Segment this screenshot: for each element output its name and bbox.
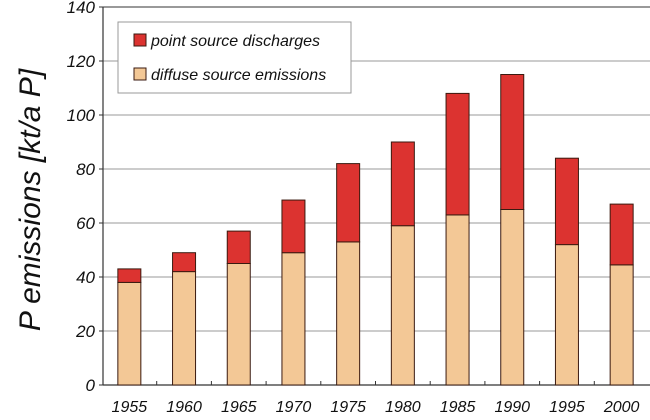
y-tick-label: 0 (86, 376, 96, 395)
x-tick-label: 1985 (440, 399, 476, 416)
bar-diffuse-1975 (336, 241, 361, 386)
bar-diffuse-2000 (609, 264, 634, 386)
x-tick-label: 1970 (276, 399, 312, 416)
bar-point-1970 (281, 199, 306, 254)
x-tick-label: 1965 (221, 399, 257, 416)
bar-point-1960 (172, 252, 197, 273)
bar-point-2000 (609, 203, 634, 266)
legend-label: diffuse source emissions (151, 67, 326, 84)
bar-diffuse-1995 (554, 244, 579, 386)
y-tick-label: 120 (67, 52, 96, 71)
bar-diffuse-1960 (172, 271, 197, 386)
x-tick-label: 1975 (330, 399, 366, 416)
bar-diffuse-1970 (281, 252, 306, 386)
y-tick-label: 40 (76, 268, 95, 287)
y-tick-label: 140 (67, 0, 96, 17)
x-tick-label: 1960 (166, 399, 202, 416)
y-tick-label: 100 (67, 106, 96, 125)
bar-point-1975 (336, 163, 361, 243)
bar-diffuse-1985 (445, 214, 470, 386)
y-tick-label: 80 (76, 160, 95, 179)
bar-point-1955 (117, 268, 142, 283)
legend-label: point source discharges (150, 33, 320, 50)
y-tick-label: 60 (76, 214, 95, 233)
bar-point-1985 (445, 92, 470, 216)
bar-diffuse-1965 (226, 263, 251, 386)
bar-point-1995 (554, 157, 579, 246)
bar-point-1990 (500, 74, 525, 210)
y-axis-label: P emissions [kt/a P] (14, 68, 47, 331)
x-tick-label: 2000 (603, 399, 640, 416)
bar-diffuse-1980 (390, 225, 415, 386)
bar-point-1965 (226, 230, 251, 265)
y-tick-label: 20 (75, 322, 95, 341)
x-tick-label: 1955 (112, 399, 148, 416)
bar-diffuse-1955 (117, 281, 142, 386)
x-tick-label: 1990 (494, 399, 530, 416)
legend-swatch (133, 67, 147, 81)
x-tick-label: 1995 (549, 399, 585, 416)
bar-diffuse-1990 (500, 209, 525, 386)
legend-swatch (133, 33, 147, 47)
x-tick-label: 1980 (385, 399, 421, 416)
legend-box (117, 21, 352, 94)
bar-point-1980 (390, 141, 415, 227)
